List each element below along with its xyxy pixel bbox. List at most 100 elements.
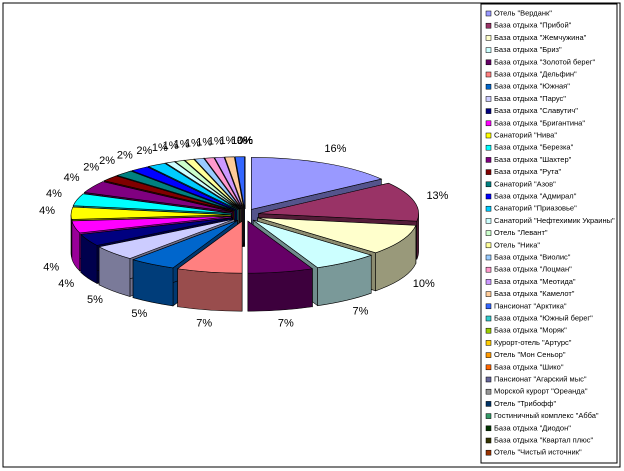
legend-label: Санаторий "Приазовье"	[494, 204, 577, 213]
legend-label: База отдыха "Шахтер"	[494, 155, 572, 164]
slice	[147, 162, 239, 210]
legend-swatch	[485, 22, 492, 29]
legend-swatch	[485, 340, 492, 346]
legend-label: База отдыха "Дельфин"	[494, 69, 577, 78]
legend-label: Отель "Чистый источник"	[494, 448, 582, 457]
data-label: 1%	[163, 140, 179, 152]
slice	[252, 219, 373, 269]
slice	[184, 158, 241, 210]
legend-swatch	[485, 35, 492, 41]
slice	[247, 220, 314, 274]
legend-label: База отдыха "Лоцман"	[494, 265, 572, 274]
legend-swatch	[485, 376, 492, 383]
legend-swatch	[485, 10, 492, 17]
legend-swatch	[485, 279, 492, 285]
legend-swatch	[485, 59, 492, 66]
legend-swatch	[485, 47, 492, 53]
slice	[193, 158, 242, 210]
legend-label: База отдыха "Бригантина"	[494, 118, 585, 127]
legend-swatch	[485, 193, 492, 200]
legend-swatch	[485, 71, 492, 78]
slice	[103, 175, 235, 212]
legend-swatch	[485, 401, 492, 407]
slice	[72, 193, 232, 214]
data-label: 4%	[43, 262, 59, 274]
data-label: 2%	[136, 145, 152, 157]
data-label: 1%	[185, 137, 201, 149]
data-label: 13%	[426, 190, 448, 202]
legend-swatch	[485, 352, 492, 358]
slice	[71, 215, 232, 234]
data-label: 2%	[117, 150, 133, 162]
slice	[258, 182, 419, 222]
data-label: 0%	[237, 135, 253, 147]
legend-label: Санаторий "Азов"	[494, 179, 556, 188]
legend-swatch	[485, 144, 492, 151]
legend-swatch	[485, 449, 492, 456]
slice	[98, 218, 235, 259]
data-label: 0%	[237, 135, 253, 147]
legend-swatch	[485, 96, 492, 102]
legend-swatch	[485, 108, 492, 114]
legend-label: База отдыха "Жемчужина"	[494, 33, 587, 42]
legend-label: База отдыха "Виолис"	[494, 252, 571, 261]
legend-swatch	[485, 83, 492, 90]
legend-label: Пансионат "Агарский мыс"	[494, 374, 587, 383]
data-label: 1%	[231, 135, 247, 147]
slice	[131, 166, 237, 211]
slice-side	[177, 268, 243, 312]
slice	[70, 206, 232, 220]
data-label: 0%	[237, 135, 253, 147]
legend-swatch	[485, 303, 492, 310]
legend-label: База отдыха "Южная"	[494, 82, 570, 91]
legend-swatch	[485, 205, 492, 212]
legend-swatch	[485, 242, 492, 249]
data-label: 4%	[46, 188, 62, 200]
legend-label: База отдыха "Меотида"	[494, 277, 576, 286]
data-label: 16%	[324, 143, 346, 155]
slice	[83, 181, 233, 213]
legend-box	[480, 3, 618, 464]
legend-swatch	[485, 437, 492, 444]
data-label: 7%	[278, 317, 294, 329]
legend-label: Санаторий "Нефтехимик Украины"	[494, 216, 615, 225]
data-label: 0%	[237, 135, 253, 147]
data-label: 0%	[237, 135, 253, 147]
data-label: 2%	[99, 155, 115, 167]
legend-swatch	[485, 120, 492, 127]
data-label: 0%	[237, 135, 253, 147]
data-label: 0%	[237, 135, 253, 147]
slice-side	[247, 268, 313, 312]
legend-swatch	[485, 169, 492, 175]
legend-swatch	[485, 327, 492, 334]
slice	[203, 157, 243, 210]
legend-label: Отель "Левант"	[494, 228, 548, 237]
data-label: 1%	[152, 142, 168, 154]
legend-swatch	[485, 291, 492, 297]
data-label: 2%	[83, 162, 99, 174]
legend: Отель "Верданк" База отдыха "Прибой" База …	[485, 8, 615, 457]
legend-swatch	[485, 132, 492, 139]
legend-swatch	[485, 388, 492, 395]
legend-swatch	[485, 181, 492, 188]
legend-swatch	[485, 157, 492, 163]
legend-swatch	[485, 425, 492, 432]
pie: 16%13%10%7%7%7%5%5%4%4%4%4%4%2%2% 2% 2% 1%1…	[39, 135, 449, 329]
data-label: 1%	[208, 136, 224, 148]
slice-side	[70, 214, 72, 258]
data-label: 0%	[237, 135, 253, 147]
slice	[176, 220, 243, 274]
legend-swatch	[485, 364, 492, 371]
data-label: 1%	[174, 139, 190, 151]
data-label: 0%	[237, 135, 253, 147]
legend-label: База отдыха "Шико"	[494, 362, 564, 371]
legend-label: Пансионат "Арктика"	[494, 301, 567, 310]
data-label: 4%	[39, 205, 55, 217]
slice	[234, 156, 245, 209]
legend-swatch	[485, 266, 492, 273]
legend-label: База отдыха "Диодон"	[494, 423, 571, 432]
slice	[224, 156, 245, 209]
legend-label: База отдыха "Моряк"	[494, 326, 567, 335]
legend-label: База отдыха "Южный берег"	[494, 313, 593, 322]
